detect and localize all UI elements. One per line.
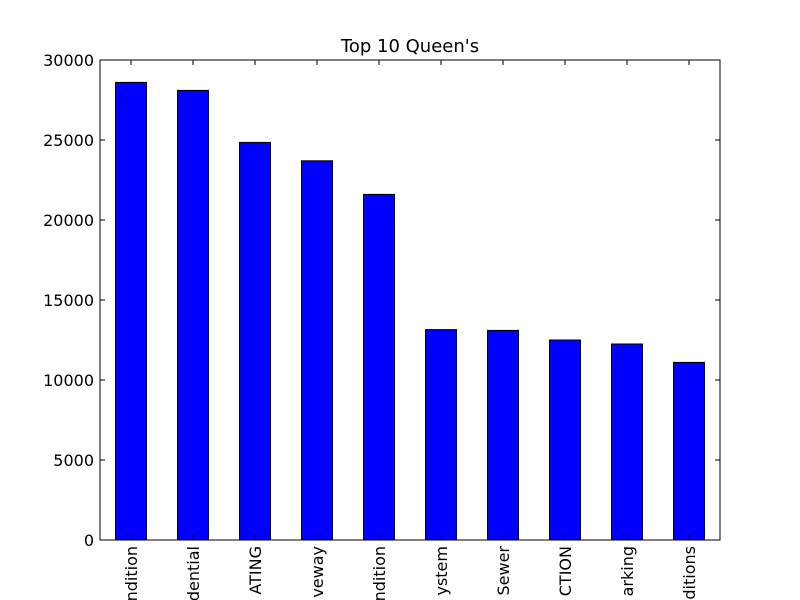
y-tick-label: 30000 <box>43 51 94 70</box>
bar-6 <box>425 329 457 541</box>
bar-5 <box>363 193 395 541</box>
bar-2 <box>177 89 209 541</box>
bar-4 <box>301 160 333 541</box>
bar-3 <box>239 141 271 541</box>
x-tick-label: ATING <box>246 546 265 595</box>
bars-group <box>115 81 705 541</box>
bar-7 <box>487 329 519 541</box>
y-tick-label: 20000 <box>43 211 94 230</box>
x-tick-label: ditions <box>680 546 699 600</box>
y-tick-label: 10000 <box>43 371 94 390</box>
x-tick-label: ndition <box>370 546 389 600</box>
x-axis: ndition dential ATING veway ndition ystem Sewe… <box>122 60 699 600</box>
axes-frame <box>99 59 721 541</box>
x-tick-label: Sewer <box>494 546 513 596</box>
x-tick-label: arking <box>618 546 637 596</box>
x-tick-label: veway <box>308 546 327 598</box>
y-axis: 0 5000 10000 15000 20000 25000 30000 <box>43 51 720 550</box>
chart-title: Top 10 Queen's <box>340 36 479 57</box>
x-tick-label: ystem <box>432 546 451 596</box>
y-tick-label: 5000 <box>53 451 94 470</box>
y-tick-label: 25000 <box>43 131 94 150</box>
x-tick-label: CTION <box>556 546 575 596</box>
bar-8 <box>549 339 581 541</box>
y-tick-label: 15000 <box>43 291 94 310</box>
x-tick-label: dential <box>184 546 203 600</box>
y-tick-label: 0 <box>84 531 94 550</box>
bar-1 <box>115 81 147 541</box>
bar-10 <box>673 361 705 541</box>
bar-9 <box>611 343 643 541</box>
x-tick-label: ndition <box>122 546 141 600</box>
